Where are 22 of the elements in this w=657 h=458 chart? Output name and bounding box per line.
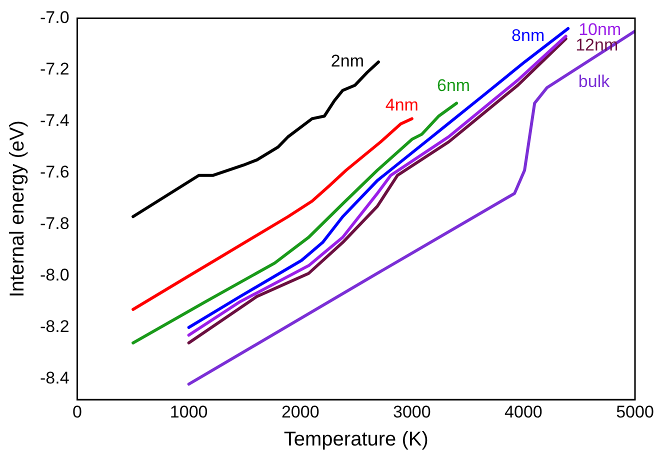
y-axis-title: Internal energy (eV) xyxy=(6,120,29,298)
y-tick-label: -7.4 xyxy=(40,110,70,130)
y-tick-label: -8.4 xyxy=(40,368,70,388)
series-label: 8nm xyxy=(512,26,545,46)
x-tick-label: 3000 xyxy=(393,402,431,422)
series-label: 6nm xyxy=(436,76,470,95)
x-tick-label: 5000 xyxy=(616,402,654,422)
x-tick-label: 4000 xyxy=(504,402,542,422)
series-label: bulk xyxy=(578,72,610,91)
x-tick-label: 1000 xyxy=(170,402,208,422)
y-tick-label: -7.8 xyxy=(40,214,70,234)
y-tick-label: -7.0 xyxy=(40,8,70,27)
x-axis-title: Temperature (K) xyxy=(284,428,428,451)
x-tick-label: 2000 xyxy=(281,402,320,422)
y-tick-label: -8.2 xyxy=(40,317,70,336)
series-label: 10nm xyxy=(578,20,622,39)
x-tick-label: 0 xyxy=(72,402,82,422)
series-label: 4nm xyxy=(385,95,418,114)
series-label: 2nm xyxy=(330,52,364,71)
y-tick-label: -7.2 xyxy=(40,59,70,78)
y-tick-label: -7.6 xyxy=(40,162,70,182)
y-tick-label: -8.0 xyxy=(40,266,70,285)
